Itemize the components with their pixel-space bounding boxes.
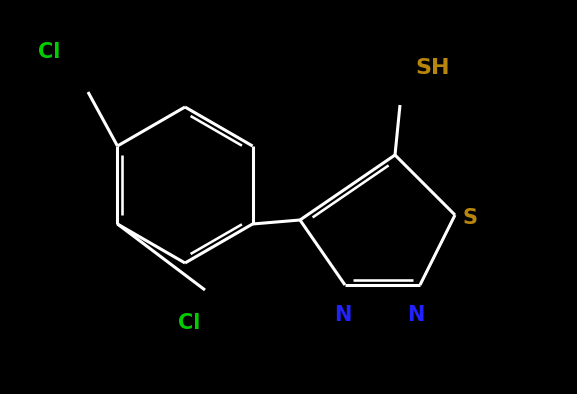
Text: SH: SH [415, 58, 449, 78]
Text: Cl: Cl [178, 313, 200, 333]
Text: Cl: Cl [38, 42, 61, 62]
Text: S: S [463, 208, 478, 228]
Text: N: N [407, 305, 425, 325]
Text: N: N [334, 305, 352, 325]
